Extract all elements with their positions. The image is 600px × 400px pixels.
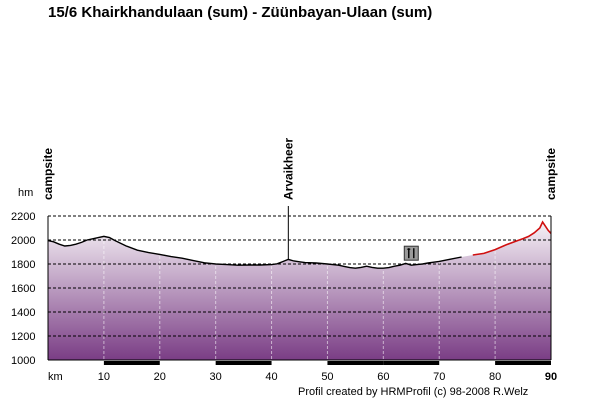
elevation-area [48,222,551,360]
x-tick-label: 20 [154,371,166,383]
y-tick-label: 2200 [11,211,35,223]
elevation-line [47,220,552,269]
x-tick-label: 50 [321,371,333,383]
credit-text: Profil created by HRMProfil (c) 98-2008 … [298,386,529,398]
terrain-segment [103,361,160,365]
profile-line [47,235,462,269]
page-title: 15/6 Khairkhandulaan (sum) - Züünbayan-U… [48,4,433,21]
poi-icons [403,245,419,261]
grid-lines [48,215,551,360]
x-tick-label: 60 [377,371,389,383]
y-tick-label: 1400 [11,307,35,319]
y-tick-label: 1200 [11,331,35,343]
x-axis-label: km [48,371,63,383]
y-axis-label: hm [18,187,33,199]
x-tick-label: 30 [210,371,222,383]
y-tick-label: 1000 [11,355,35,367]
x-tick-label: 70 [433,371,445,383]
y-tick-label: 1800 [11,259,35,271]
x-tick-label: 10 [98,371,110,383]
y-tick-label: 1600 [11,283,35,295]
elevation-fill [48,222,551,360]
profile-line-highlight [472,220,552,256]
y-tick-label: 2000 [11,235,35,247]
x-tick-label: 90 [545,371,557,383]
restaurant-icon-bg [403,245,419,261]
terrain-segment [495,361,551,365]
waypoint-label: Arvaikheer [281,138,295,200]
terrain-segment [327,361,384,365]
restaurant-icon [403,245,419,261]
waypoint-label: campsite [41,148,55,200]
waypoint-markers: campsite Arvaikheer campsite [41,138,558,260]
x-tick-label: 80 [489,371,501,383]
waypoint-label: campsite [544,148,558,200]
terrain-segment [215,361,272,365]
x-tick-label: 40 [265,371,277,383]
terrain-segment [383,361,440,365]
axes: 1000 1200 1400 1600 1800 2000 2200 10 20 30 40 50 60… [11,211,557,383]
